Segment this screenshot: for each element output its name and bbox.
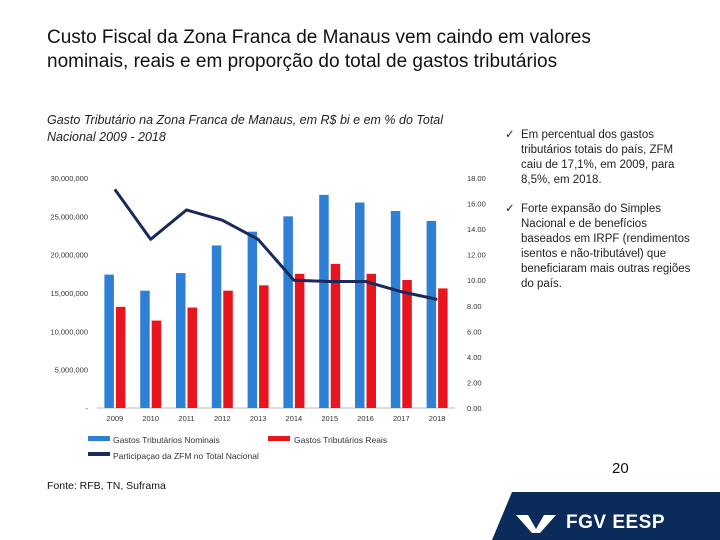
- nominal-bar: [247, 231, 258, 408]
- bullet-list: ✓ Em percentual dos gastos tributários t…: [505, 128, 695, 306]
- x-tick-label: 2016: [357, 414, 374, 423]
- left-tick-label: 15,000,000: [50, 289, 88, 298]
- x-tick-label: 2009: [107, 414, 124, 423]
- nominal-bar: [390, 210, 401, 408]
- left-tick-label: -: [86, 404, 89, 413]
- share-point: [400, 291, 402, 293]
- share-point: [150, 238, 152, 240]
- nominal-bar: [283, 216, 293, 408]
- real-bar: [294, 273, 305, 408]
- share-point: [329, 281, 331, 282]
- share-point: [257, 238, 259, 240]
- share-point: [365, 281, 366, 282]
- x-tick-label: 2018: [429, 414, 446, 423]
- legend-label-share: Participaçao da ZFM no Total Nacional: [113, 451, 259, 461]
- chart-title: Gasto Tributário na Zona Franca de Manau…: [47, 113, 444, 144]
- brand-band: [492, 492, 720, 540]
- x-tick-label: 2017: [393, 414, 410, 423]
- fgv-logo-icon: [516, 515, 556, 533]
- real-bar: [151, 320, 162, 408]
- left-tick-label: 25,000,000: [50, 212, 88, 221]
- right-tick-label: 4.00: [467, 353, 482, 362]
- share-point: [114, 189, 116, 190]
- left-tick-label: 10,000,000: [50, 327, 88, 336]
- x-tick-label: 2011: [178, 414, 194, 423]
- nominal-bar: [211, 245, 222, 408]
- source-note: Fonte: RFB, TN, Suframa: [47, 480, 166, 492]
- x-tick-label: 2012: [214, 414, 231, 423]
- right-tick-label: 18.00: [467, 174, 486, 183]
- right-tick-label: 14.00: [467, 225, 486, 234]
- real-bar: [330, 263, 341, 408]
- bullet-item: ✓ Forte expansão do Simples Nacional e d…: [505, 202, 695, 292]
- brand-name: FGV EESP: [566, 512, 666, 533]
- share-point: [186, 209, 187, 211]
- checkmark-icon: ✓: [505, 203, 515, 215]
- right-tick-label: 16.00: [467, 200, 486, 209]
- share-point: [293, 279, 295, 281]
- share-point: [436, 298, 438, 300]
- right-tick-label: 12.00: [467, 251, 486, 260]
- right-tick-label: 2.00: [467, 378, 482, 387]
- real-bar: [115, 306, 126, 408]
- slide-title: Custo Fiscal da Zona Franca de Manaus ve…: [47, 27, 591, 72]
- bullet-text: Forte expansão do Simples Nacional e de …: [521, 203, 691, 290]
- x-tick-label: 2013: [250, 414, 267, 423]
- right-tick-label: 10.00: [467, 276, 486, 285]
- real-bar: [187, 307, 197, 408]
- page-number: 20: [612, 460, 629, 477]
- bullet-text: Em percentual dos gastos tributários tot…: [521, 129, 675, 186]
- left-tick-label: 20,000,000: [50, 251, 88, 260]
- nominal-bar: [319, 194, 329, 408]
- legend-swatch-real: [268, 436, 290, 441]
- real-bar: [223, 290, 233, 408]
- checkmark-icon: ✓: [505, 129, 515, 141]
- real-bar: [402, 279, 412, 408]
- legend-label-real: Gastos Tributários Reais: [294, 435, 387, 445]
- legend-label-nominal: Gastos Tributários Nominais: [113, 435, 220, 445]
- bullet-item: ✓ Em percentual dos gastos tributários t…: [505, 128, 695, 188]
- right-tick-label: 6.00: [467, 327, 482, 336]
- nominal-bar: [426, 220, 437, 408]
- legend-swatch-share: [88, 452, 110, 456]
- share-point: [221, 219, 223, 221]
- nominal-bar: [140, 290, 150, 408]
- share-line: [113, 188, 438, 301]
- nominal-bar: [104, 274, 114, 408]
- nominal-bar: [176, 273, 186, 408]
- real-bar: [438, 288, 448, 408]
- legend-swatch-nominal: [88, 436, 110, 441]
- right-tick-label: 0.00: [467, 404, 482, 413]
- left-tick-label: 5,000,000: [55, 366, 88, 375]
- x-tick-label: 2014: [286, 414, 303, 423]
- nominal-bar: [355, 202, 365, 408]
- x-tick-label: 2010: [142, 414, 159, 423]
- x-tick-label: 2015: [321, 414, 338, 423]
- right-tick-label: 8.00: [467, 302, 482, 311]
- left-tick-label: 30,000,000: [50, 174, 88, 183]
- real-bar: [366, 273, 376, 408]
- real-bar: [259, 285, 269, 408]
